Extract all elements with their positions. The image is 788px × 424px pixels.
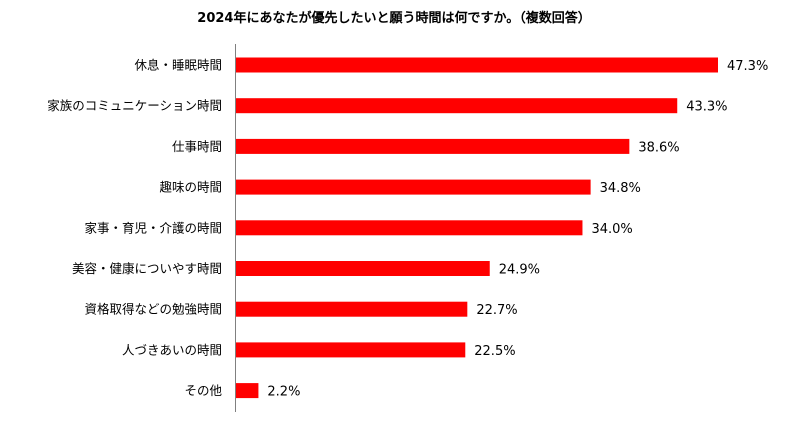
bar	[236, 383, 259, 399]
category-label: 家事・育児・介護の時間	[84, 220, 222, 235]
data-label: 43.3%	[686, 100, 727, 115]
category-label: その他	[184, 383, 222, 398]
data-label: 38.6%	[638, 140, 679, 155]
bar	[236, 342, 466, 358]
category-label: 仕事時間	[172, 139, 222, 154]
data-label: 47.3%	[727, 59, 768, 74]
category-label: 家族のコミュニケーション時間	[47, 98, 222, 113]
category-label: 休息・睡眠時間	[134, 58, 222, 73]
bar	[236, 98, 678, 114]
bar	[236, 179, 591, 195]
bar	[236, 138, 630, 154]
category-label: 美容・健康についやす時間	[72, 261, 222, 276]
chart-title: 2024年にあなたが優先したいと願う時間は何ですか。（複数回答）	[197, 10, 590, 26]
data-label: 34.8%	[600, 181, 641, 196]
bar	[236, 261, 490, 276]
category-label: 趣味の時間	[159, 180, 222, 195]
data-label: 24.9%	[499, 263, 540, 278]
data-label: 34.0%	[591, 222, 632, 237]
category-label: 人づきあいの時間	[122, 342, 222, 357]
data-label: 22.5%	[474, 344, 515, 359]
data-label: 22.7%	[476, 303, 517, 318]
bar	[236, 57, 718, 73]
bar	[236, 301, 468, 317]
category-label: 資格取得などの勉強時間	[84, 302, 222, 317]
data-label: 2.2%	[267, 385, 300, 400]
bar	[236, 220, 583, 236]
